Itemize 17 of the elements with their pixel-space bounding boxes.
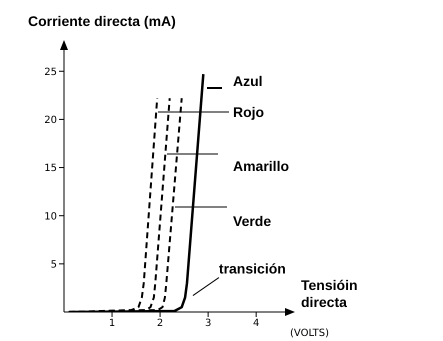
y-tick-label: 10 bbox=[44, 211, 57, 222]
y-axis-title: Corriente directa (mA) bbox=[28, 13, 176, 29]
y-tick-label: 25 bbox=[44, 66, 57, 78]
x-tick-label: 3 bbox=[204, 318, 212, 330]
text: (VOLTS) bbox=[290, 328, 330, 339]
y-tick-label: 15 bbox=[44, 163, 57, 174]
x-tick-label: 1 bbox=[108, 318, 116, 330]
y-tick-label: 5 bbox=[50, 259, 57, 270]
x-tick-label: 2 bbox=[156, 318, 164, 330]
x-tick-label: 4 bbox=[252, 318, 260, 330]
annotation: transición bbox=[218, 260, 286, 277]
text: Verde bbox=[233, 213, 272, 229]
text: Rojo bbox=[233, 104, 264, 120]
y-tick-label: 20 bbox=[44, 114, 57, 126]
x-axis-title: Tensióin directa bbox=[301, 277, 358, 310]
text: Amarillo bbox=[233, 158, 290, 174]
legend-label: Azul bbox=[233, 73, 263, 89]
